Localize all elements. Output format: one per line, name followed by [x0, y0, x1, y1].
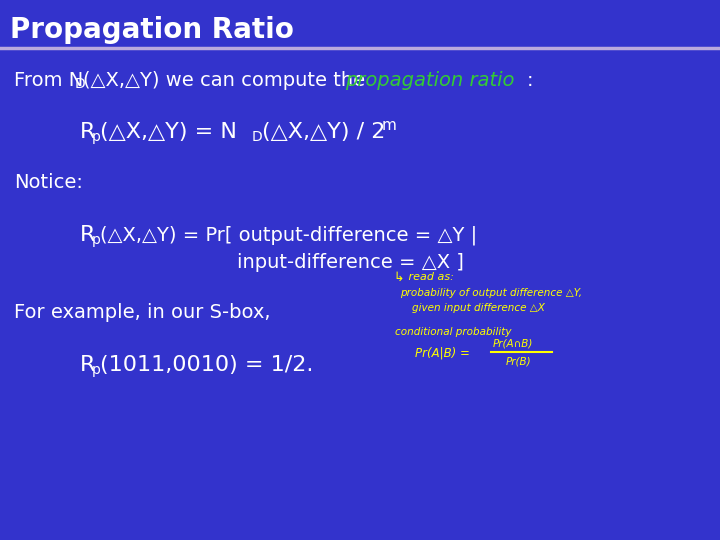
- Text: Pr(B): Pr(B): [506, 356, 531, 366]
- Text: R: R: [80, 122, 95, 142]
- Text: given input difference △X: given input difference △X: [412, 303, 545, 313]
- Text: For example, in our S-box,: For example, in our S-box,: [14, 302, 271, 321]
- Text: D: D: [252, 130, 263, 144]
- Text: (△X,△Y) = Pr[ output-difference = △Y |: (△X,△Y) = Pr[ output-difference = △Y |: [100, 225, 477, 245]
- Text: :: :: [527, 71, 534, 90]
- Text: p: p: [92, 233, 101, 247]
- Text: ↳: ↳: [393, 271, 403, 284]
- Text: (△X,△Y) = N: (△X,△Y) = N: [100, 122, 237, 142]
- Text: Pr(A|B) =: Pr(A|B) =: [415, 347, 474, 360]
- Text: From N: From N: [14, 71, 84, 90]
- Text: Notice:: Notice:: [14, 172, 83, 192]
- Text: (△X,△Y) / 2: (△X,△Y) / 2: [262, 122, 385, 142]
- Text: Propagation Ratio: Propagation Ratio: [10, 16, 294, 44]
- Text: R: R: [80, 225, 95, 245]
- Text: conditional probability: conditional probability: [395, 327, 511, 337]
- Text: R: R: [80, 355, 95, 375]
- Text: input-difference = △X ]: input-difference = △X ]: [237, 253, 464, 272]
- Text: m: m: [382, 118, 397, 132]
- Text: p: p: [92, 363, 101, 377]
- Text: probability of output difference △Y,: probability of output difference △Y,: [400, 288, 582, 298]
- Text: read as:: read as:: [405, 272, 454, 282]
- Text: D: D: [75, 77, 86, 91]
- Text: p: p: [92, 130, 101, 144]
- Text: Pr(A∩B): Pr(A∩B): [493, 339, 534, 349]
- Text: propagation ratio: propagation ratio: [345, 71, 514, 90]
- Text: (1011,0010) = 1/2.: (1011,0010) = 1/2.: [100, 355, 313, 375]
- Text: (△X,△Y) we can compute the: (△X,△Y) we can compute the: [83, 71, 372, 90]
